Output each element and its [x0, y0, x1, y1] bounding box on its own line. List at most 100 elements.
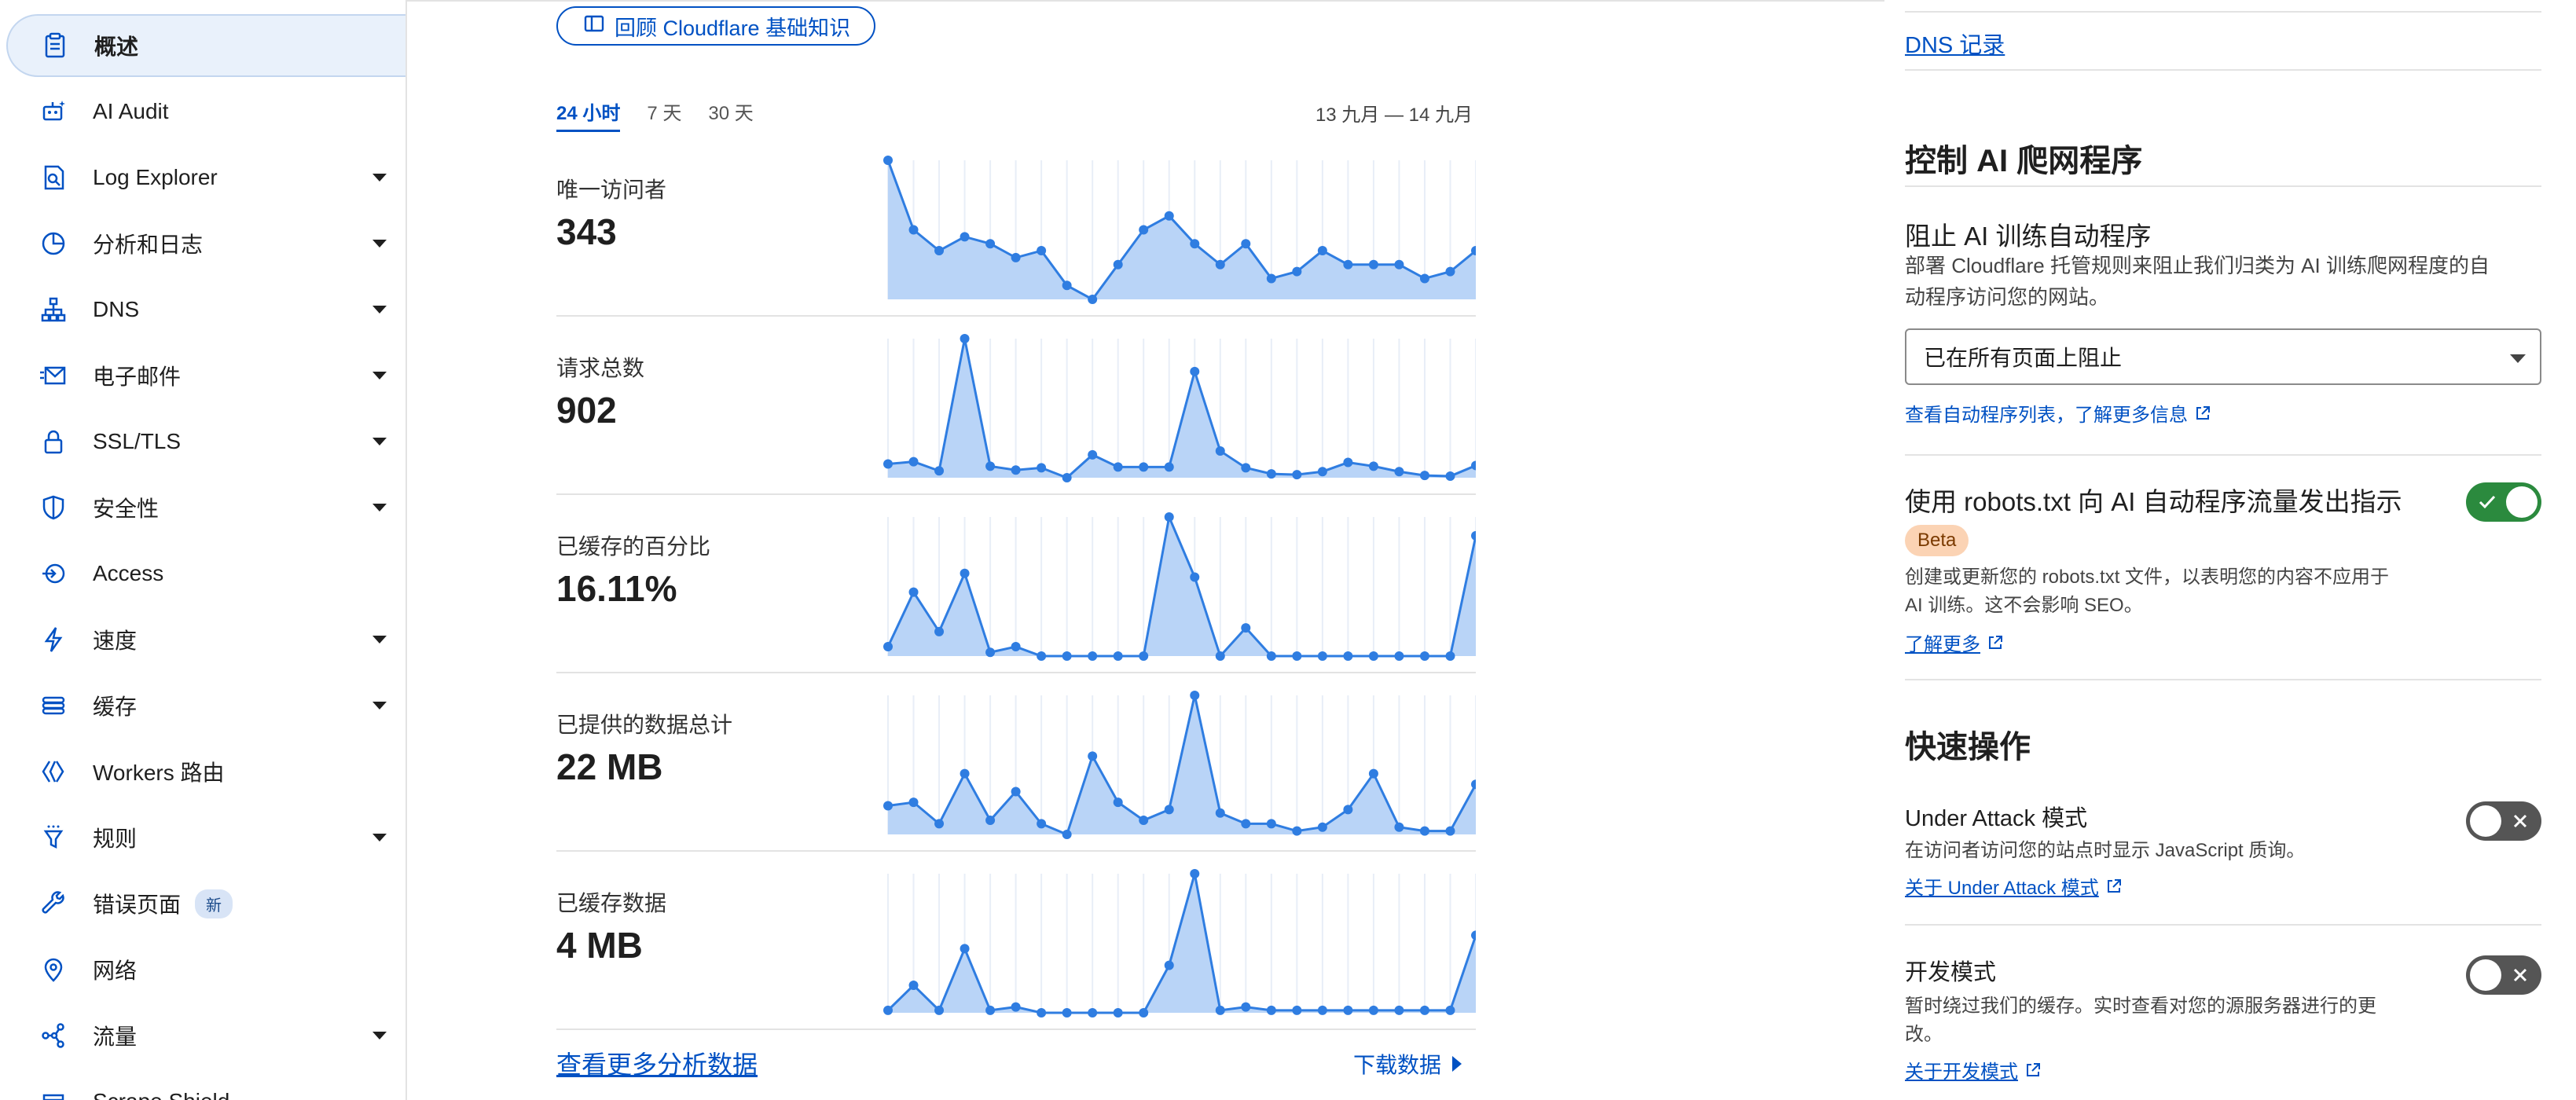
- robots-toggle[interactable]: [2466, 482, 2541, 522]
- sparkline-point[interactable]: [1317, 467, 1327, 477]
- sidebar-item-9[interactable]: 速度: [6, 608, 405, 671]
- sidebar-item-16[interactable]: Scrape Shield: [6, 1070, 405, 1100]
- sparkline-point[interactable]: [1139, 651, 1149, 661]
- sparkline-point[interactable]: [908, 798, 919, 808]
- sidebar-item-13[interactable]: 错误页面新: [6, 872, 405, 935]
- sparkline-point[interactable]: [1343, 259, 1353, 270]
- sparkline-point[interactable]: [1113, 462, 1123, 472]
- sparkline-point[interactable]: [1266, 819, 1276, 829]
- sparkline-point[interactable]: [1317, 246, 1327, 256]
- sparkline-point[interactable]: [1164, 512, 1174, 522]
- sparkline-point[interactable]: [1190, 869, 1200, 878]
- sparkline-point[interactable]: [1139, 816, 1149, 826]
- sparkline-point[interactable]: [1343, 651, 1353, 661]
- sparkline-point[interactable]: [1394, 651, 1404, 661]
- sparkline-point[interactable]: [1190, 691, 1200, 700]
- sparkline-point[interactable]: [1471, 246, 1476, 256]
- sparkline-point[interactable]: [908, 456, 919, 467]
- sparkline-point[interactable]: [1292, 470, 1302, 480]
- chevron-down-icon[interactable]: [372, 504, 387, 512]
- tab-7d[interactable]: 7 天: [647, 103, 682, 124]
- sparkline-point[interactable]: [1266, 273, 1276, 284]
- sparkline-point[interactable]: [908, 981, 919, 991]
- bot-list-link[interactable]: 查看自动程序列表，了解更多信息: [1905, 399, 2211, 427]
- sparkline-point[interactable]: [1471, 779, 1476, 790]
- sparkline-point[interactable]: [960, 568, 970, 578]
- sparkline-point[interactable]: [883, 1005, 893, 1015]
- sparkline-point[interactable]: [1266, 469, 1276, 479]
- sparkline-point[interactable]: [1011, 642, 1021, 652]
- dns-records-link[interactable]: DNS 记录: [1905, 33, 2005, 58]
- sparkline-point[interactable]: [985, 647, 996, 658]
- sparkline-point[interactable]: [985, 461, 996, 471]
- sparkline-point[interactable]: [1419, 1005, 1429, 1015]
- sparkline-point[interactable]: [1445, 651, 1455, 661]
- sidebar-item-0[interactable]: 概述: [6, 14, 405, 77]
- sidebar-item-4[interactable]: DNS: [6, 278, 405, 341]
- chevron-down-icon[interactable]: [372, 438, 387, 446]
- sparkline-point[interactable]: [1088, 295, 1098, 304]
- chevron-down-icon[interactable]: [372, 636, 387, 644]
- sparkline-point[interactable]: [883, 459, 893, 469]
- sparkline-point[interactable]: [1139, 225, 1149, 235]
- sparkline-point[interactable]: [1062, 473, 1072, 482]
- sparkline-point[interactable]: [1445, 266, 1455, 277]
- sparkline-point[interactable]: [1215, 446, 1225, 456]
- chevron-down-icon[interactable]: [372, 702, 387, 710]
- sparkline-point[interactable]: [1292, 266, 1302, 277]
- sidebar-item-6[interactable]: SSL/TLS: [6, 410, 405, 473]
- sparkline-point[interactable]: [1419, 826, 1429, 836]
- sparkline-point[interactable]: [985, 239, 996, 249]
- sparkline-point[interactable]: [1190, 366, 1200, 376]
- chevron-down-icon[interactable]: [372, 306, 387, 314]
- review-basics-button[interactable]: 回顾 Cloudflare 基础知识: [556, 6, 876, 46]
- sparkline-point[interactable]: [1368, 651, 1378, 661]
- sparkline-point[interactable]: [1215, 259, 1225, 270]
- sparkline-point[interactable]: [1113, 1008, 1123, 1018]
- sparkline-point[interactable]: [1190, 572, 1200, 582]
- sparkline-point[interactable]: [1445, 471, 1455, 482]
- sparkline-point[interactable]: [1062, 651, 1072, 661]
- sparkline-point[interactable]: [1471, 930, 1476, 940]
- sparkline-point[interactable]: [1368, 768, 1378, 779]
- sparkline-point[interactable]: [1394, 822, 1404, 832]
- sparkline-point[interactable]: [1471, 530, 1476, 541]
- sparkline-point[interactable]: [908, 225, 919, 235]
- sparkline-point[interactable]: [960, 232, 970, 242]
- sparkline-point[interactable]: [1088, 449, 1098, 460]
- sidebar-item-7[interactable]: 安全性: [6, 476, 405, 539]
- sparkline-point[interactable]: [1062, 1008, 1072, 1018]
- sparkline-point[interactable]: [1113, 651, 1123, 661]
- under-attack-link[interactable]: 关于 Under Attack 模式: [1905, 872, 2123, 900]
- sparkline-point[interactable]: [1317, 651, 1327, 661]
- sparkline-point[interactable]: [1113, 798, 1123, 808]
- sidebar-item-5[interactable]: 电子邮件: [6, 344, 405, 407]
- sidebar-item-14[interactable]: 网络: [6, 938, 405, 1001]
- sparkline-point[interactable]: [960, 944, 970, 954]
- sidebar-item-1[interactable]: AI Audit: [6, 80, 405, 143]
- sparkline-point[interactable]: [1037, 819, 1047, 829]
- sparkline-point[interactable]: [1037, 463, 1047, 473]
- sparkline-point[interactable]: [1164, 805, 1174, 815]
- sparkline-point[interactable]: [1139, 1008, 1149, 1018]
- sparkline-point[interactable]: [883, 801, 893, 811]
- more-analytics-link[interactable]: 查看更多分析数据: [556, 1050, 758, 1079]
- tab-24h[interactable]: 24 小时: [556, 97, 621, 132]
- sparkline-point[interactable]: [1088, 751, 1098, 761]
- sparkline-point[interactable]: [1241, 819, 1251, 829]
- sparkline-point[interactable]: [1471, 460, 1476, 471]
- sparkline-point[interactable]: [908, 587, 919, 597]
- sparkline-point[interactable]: [1113, 259, 1123, 270]
- sparkline-point[interactable]: [1343, 1005, 1353, 1015]
- sparkline-point[interactable]: [1394, 259, 1404, 270]
- sparkline-point[interactable]: [883, 156, 893, 165]
- sidebar-item-11[interactable]: Workers 路由: [6, 740, 405, 803]
- chevron-down-icon[interactable]: [372, 240, 387, 248]
- sparkline-point[interactable]: [1037, 651, 1047, 661]
- learn-more-link[interactable]: 了解更多: [1905, 629, 2004, 656]
- sidebar-item-2[interactable]: Log Explorer: [6, 146, 405, 209]
- sparkline-point[interactable]: [1215, 651, 1225, 661]
- sparkline-point[interactable]: [934, 1005, 945, 1015]
- sparkline-point[interactable]: [1445, 1005, 1455, 1015]
- sparkline-point[interactable]: [1062, 830, 1072, 839]
